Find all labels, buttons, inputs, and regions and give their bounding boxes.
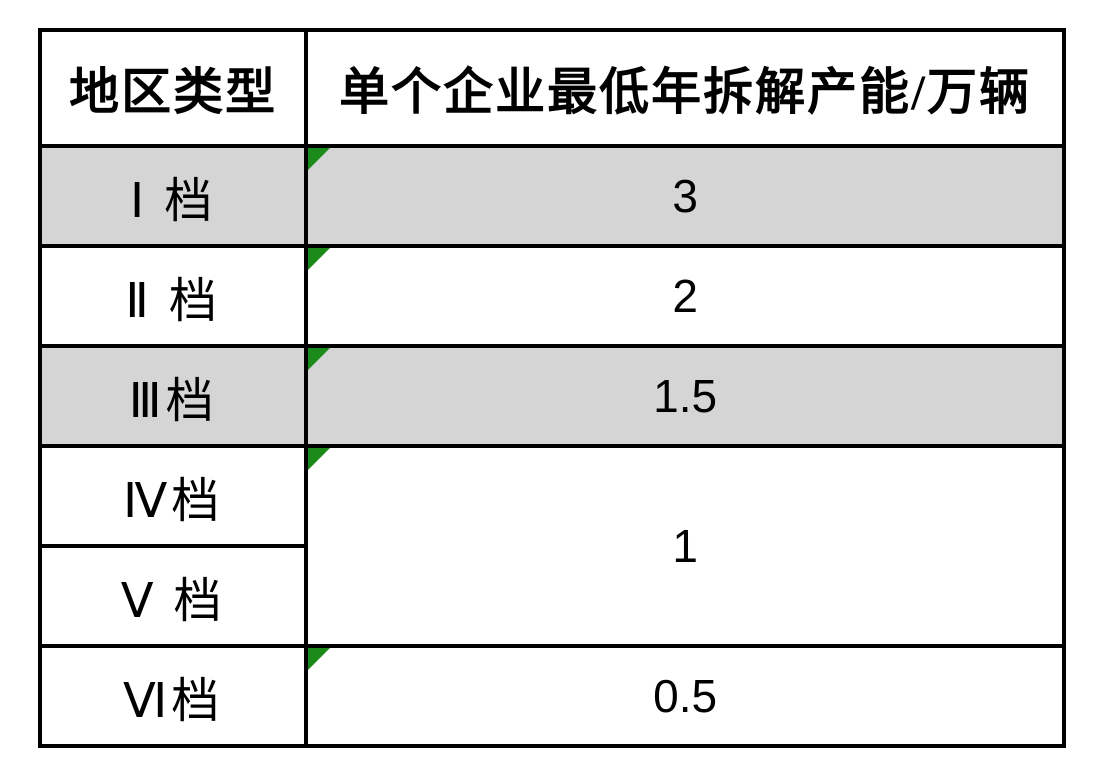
col-header-region-type: 地区类型	[40, 30, 306, 146]
table-row: Ⅵ档 0.5	[40, 646, 1064, 746]
capacity-value-cell: 2	[306, 246, 1064, 346]
cell-marker-icon	[308, 148, 330, 170]
capacity-value: 2	[672, 270, 698, 322]
capacity-value: 3	[672, 170, 698, 222]
region-type-cell: Ⅵ档	[40, 646, 306, 746]
region-type-cell: Ⅰ 档	[40, 146, 306, 246]
table-row: Ⅲ档 1.5	[40, 346, 1064, 446]
table-row: Ⅰ 档 3	[40, 146, 1064, 246]
region-type-cell: Ⅲ档	[40, 346, 306, 446]
cell-marker-icon	[308, 248, 330, 270]
table-row: Ⅱ 档 2	[40, 246, 1064, 346]
region-type-cell: Ⅱ 档	[40, 246, 306, 346]
capacity-table: 地区类型 单个企业最低年拆解产能/万辆 Ⅰ 档 3 Ⅱ 档 2 Ⅲ档	[38, 28, 1066, 748]
cell-marker-icon	[308, 448, 330, 470]
cell-marker-icon	[308, 648, 330, 670]
region-type-cell: Ⅳ档	[40, 446, 306, 546]
col-header-min-capacity: 单个企业最低年拆解产能/万辆	[306, 30, 1064, 146]
capacity-value: 1	[672, 520, 698, 572]
capacity-value: 0.5	[653, 670, 717, 722]
cell-marker-icon	[308, 348, 330, 370]
table-row: Ⅳ档 1	[40, 446, 1064, 546]
capacity-value: 1.5	[653, 370, 717, 422]
capacity-value-cell: 3	[306, 146, 1064, 246]
capacity-value-cell: 0.5	[306, 646, 1064, 746]
capacity-value-cell: 1.5	[306, 346, 1064, 446]
region-type-cell: Ⅴ 档	[40, 546, 306, 646]
capacity-value-cell-merged: 1	[306, 446, 1064, 646]
